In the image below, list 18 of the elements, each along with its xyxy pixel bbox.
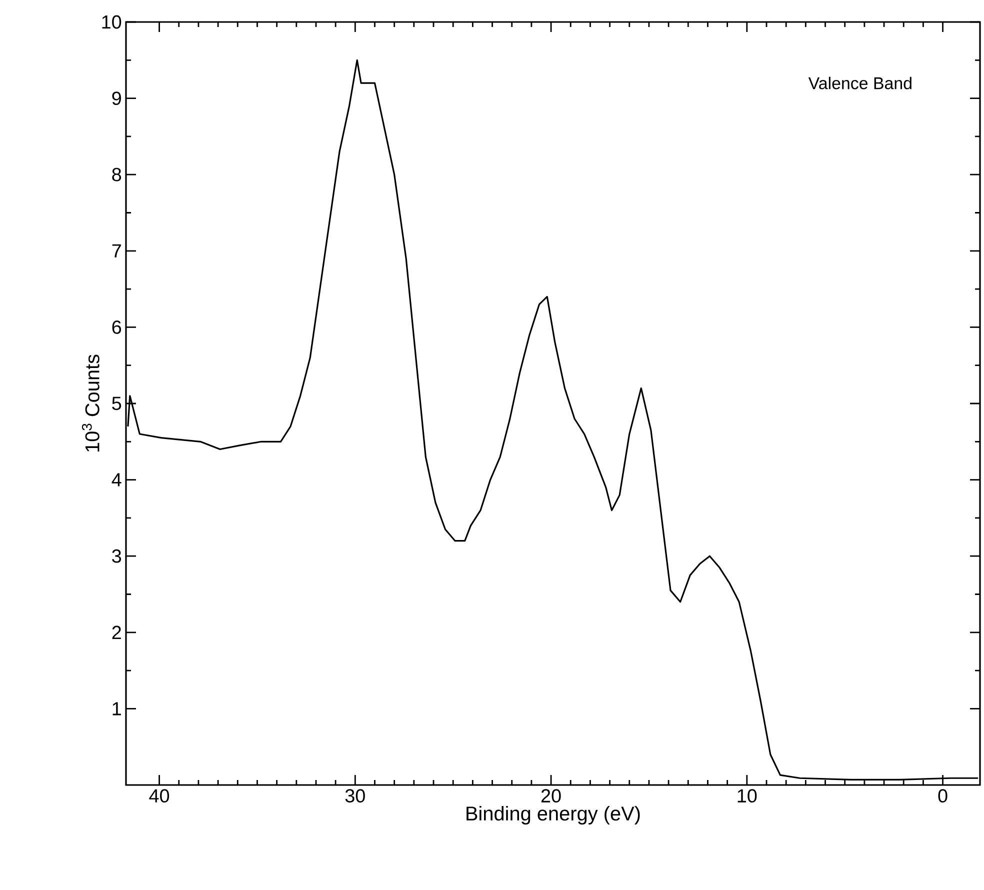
x-tick-label: 30 (345, 789, 365, 803)
y-tick-label: 6 (112, 320, 122, 334)
x-tick-label: 20 (541, 789, 561, 803)
x-axis-title: Binding energy (eV) (466, 806, 640, 825)
x-tick-label: 10 (738, 789, 757, 803)
y-tick-label: 5 (112, 396, 122, 410)
x-tick-label: 40 (149, 789, 170, 803)
y-tick-label: 3 (112, 549, 122, 563)
y-tick-label: 7 (112, 244, 121, 258)
annotation: Valence Band (808, 76, 912, 90)
y-tick-label: 4 (112, 473, 122, 486)
y-tick-label: 1 (112, 702, 121, 716)
y-tick-label: 9 (112, 92, 121, 105)
y-tick-label: 2 (112, 626, 121, 640)
x-tick-label: 0 (938, 789, 948, 803)
y-tick-label: 8 (112, 168, 122, 182)
y-axis-title: 10$^{3}$ Counts (82, 354, 100, 452)
y-tick-label: 10 (102, 15, 122, 29)
